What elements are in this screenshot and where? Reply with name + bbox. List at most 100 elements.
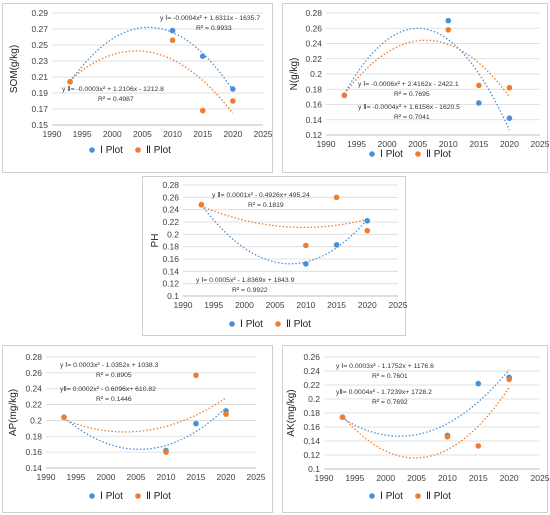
chart-3-y-axis-label: PH (150, 234, 161, 248)
chart-2-x-tick-label: 2025 (531, 139, 550, 149)
chart-4-point-series-2 (61, 414, 67, 421)
chart-1-point-series-1 (230, 86, 236, 92)
chart-1-x-tick-label: 1990 (43, 129, 62, 139)
chart-2-equation: y Ⅱ= -0.0004x² + 1.6156x - 1620.5 (358, 104, 460, 111)
chart-1-y-tick-label: 0.17 (31, 104, 48, 114)
chart-1-y-axis-label: SOM(g/kg) (9, 45, 20, 93)
chart-5-legend-label: Ⅱ Plot (426, 491, 451, 502)
chart-3-point-series-2 (364, 227, 371, 234)
chart-3-y-tick-label: 0.24 (162, 205, 179, 215)
chart-2-y-tick-label: 0.16 (305, 100, 322, 110)
chart-1-point-series-2 (169, 37, 176, 43)
chart-5-point-series-2 (506, 376, 512, 383)
chart-4-y-tick-label: 0.28 (25, 352, 42, 362)
chart-5-point-series-1 (475, 380, 482, 387)
chart-2-x-tick-label: 1995 (347, 139, 366, 149)
chart-1-y-tick-label: 0.21 (31, 72, 48, 82)
chart-3-point-series-2 (303, 242, 309, 249)
chart-3-x-tick-label: 1990 (174, 300, 193, 310)
chart-3-x-tick-label: 1995 (204, 300, 223, 310)
chart-5-y-tick-label: 0.26 (303, 352, 320, 362)
chart-3-x-tick-label: 2015 (327, 300, 346, 310)
chart-5-x-tick-label: 2015 (469, 473, 488, 483)
chart-1-point-series-1 (199, 53, 206, 59)
chart-5-y-tick-label: 0.14 (303, 436, 320, 446)
chart-5-y-axis-label: AK(mg/kg) (286, 389, 297, 436)
chart-4-y-tick-label: 0.18 (25, 431, 42, 441)
chart-4-x-tick-label: 2015 (187, 472, 206, 482)
chart-2-point-series-1 (476, 100, 482, 106)
chart-4-legend-marker (89, 493, 95, 499)
panel-n (282, 3, 548, 173)
chart-1-y-tick-label: 0.19 (31, 88, 48, 98)
chart-4-y-tick-label: 0.26 (25, 368, 42, 378)
chart-2-trendline-2 (343, 39, 510, 98)
chart-1-x-tick-label: 2025 (254, 129, 273, 139)
chart-5-x-tick-label: 2000 (376, 473, 395, 483)
chart-2-y-tick-label: 0.26 (305, 23, 322, 33)
chart-4-x-tick-label: 1995 (67, 472, 86, 482)
chart-5-y-tick-label: 0.12 (303, 450, 320, 460)
chart-3-x-tick-label: 2010 (296, 300, 315, 310)
chart-4-point-series-1 (193, 420, 199, 427)
chart-3-equation: y Ⅰ= 0.0005x² - 1.8369x + 1843.9 (196, 277, 295, 284)
chart-5-x-tick-label: 2010 (438, 473, 457, 483)
chart-2-y-tick-label: 0.24 (305, 39, 322, 49)
chart-5-equation: y Ⅰ= 0.0003x² - 1.1752x + 1176.6 (336, 363, 434, 370)
chart-5-y-tick-label: 0.24 (303, 366, 320, 376)
chart-4-x-tick-label: 1990 (37, 472, 56, 482)
chart-4-point-series-2 (193, 372, 199, 379)
chart-2-x-tick-label: 2010 (439, 139, 458, 149)
chart-3-x-tick-label: 2020 (358, 300, 377, 310)
chart-3-point-series-2 (333, 194, 340, 201)
chart-1-legend-label: Ⅱ Plot (146, 145, 171, 156)
chart-4-trendline-1 (63, 407, 227, 450)
chart-2-y-tick-label: 0.2 (310, 69, 322, 79)
chart-2-x-tick-label: 2015 (469, 139, 488, 149)
chart-1-legend-marker (89, 147, 95, 153)
chart-2-y-tick-label: 0.14 (305, 115, 322, 125)
chart-2-r-squared: R² = 0.7695 (394, 91, 430, 98)
chart-1-r-squared: R² = 0.9933 (196, 25, 232, 32)
chart-2-y-tick-label: 0.18 (305, 84, 322, 94)
chart-4-legend-marker (135, 493, 141, 499)
chart-1-trendline-2 (69, 50, 234, 114)
chart-5-point-series-2 (475, 443, 482, 449)
chart-5-x-tick-label: 1990 (315, 473, 334, 483)
chart-2-x-tick-label: 2000 (378, 139, 397, 149)
chart-4-y-tick-label: 0.24 (25, 384, 42, 394)
chart-1-trendline-1 (69, 26, 234, 91)
chart-1-r-squared: R² = 0.4987 (98, 96, 134, 103)
panel-ph (142, 176, 406, 336)
chart-5-legend-marker (415, 493, 421, 499)
chart-2-x-tick-label: 1990 (317, 139, 336, 149)
chart-3-r-squared: R² = 0.9922 (232, 287, 268, 294)
chart-3-y-tick-label: 0.16 (162, 254, 179, 264)
chart-3-legend-marker (275, 321, 281, 327)
chart-5-r-squared: R² = 0.7692 (372, 399, 408, 406)
chart-2-legend-marker (415, 151, 421, 157)
chart-4-trendline-2 (63, 397, 227, 433)
chart-3-trendline-2 (201, 205, 368, 229)
chart-1-y-tick-label: 0.25 (31, 40, 48, 50)
chart-1-equation: y Ⅱ= -0.0003x² + 1.2106x - 1212.8 (62, 86, 164, 93)
chart-1-x-tick-label: 2010 (163, 129, 182, 139)
chart-3-legend-label: Ⅰ Plot (240, 319, 263, 330)
chart-3-x-tick-label: 2025 (389, 300, 408, 310)
chart-4-y-tick-label: 0.16 (25, 447, 42, 457)
chart-4-y-tick-label: 0.22 (25, 400, 42, 410)
chart-3-y-tick-label: 0.18 (162, 242, 179, 252)
chart-3-y-tick-label: 0.26 (162, 192, 179, 202)
chart-1-equation: y Ⅰ= -0.0004x² + 1.6311x - 1635.7 (160, 15, 260, 22)
chart-2-equation: y Ⅰ= -0.0006x² + 2.4162x - 2422.1 (358, 81, 459, 88)
chart-4-y-axis-label: AP(mg/kg) (8, 389, 19, 436)
chart-5-x-tick-label: 2020 (500, 473, 519, 483)
chart-5-equation: yⅡ= 0.0004x² - 1.7239x+ 1728.2 (336, 389, 432, 396)
chart-2-r-squared: R² = 0.7041 (394, 114, 430, 121)
chart-4-equation: yⅡ= 0.0002x² - 0.6096x+ 610.82 (60, 386, 156, 393)
chart-4-legend-label: Ⅱ Plot (146, 491, 171, 502)
chart-3-y-tick-label: 0.12 (162, 279, 179, 289)
chart-1-legend-label: Ⅰ Plot (100, 145, 123, 156)
chart-3-equation: y Ⅱ= 0.0001x² - 0.4926x+ 495.24 (212, 192, 310, 199)
chart-5-y-tick-label: 0.18 (303, 408, 320, 418)
